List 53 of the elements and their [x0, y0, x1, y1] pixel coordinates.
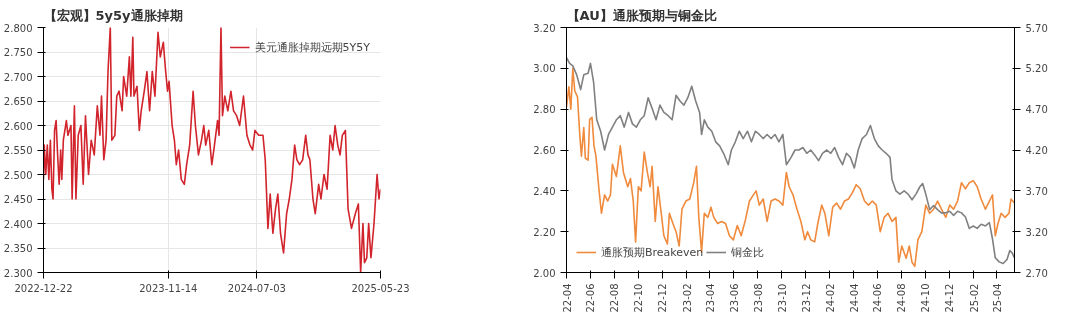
y-tick-label: 2.800 — [3, 22, 33, 34]
x-tick-label: 22-04 — [561, 283, 573, 313]
x-tick-label: 2022-12-22 — [14, 282, 73, 294]
x-tick-label: 23-02 — [681, 283, 693, 313]
y-tick-label: 2.550 — [3, 145, 33, 156]
x-tick-label: 22-06 — [585, 283, 597, 313]
y-tick-label: 2.350 — [3, 243, 33, 254]
x-tick-label: 2025-05-23 — [351, 282, 410, 294]
x-tick-label: 22-12 — [657, 283, 669, 313]
y2-tick-label: 5.70 — [1025, 22, 1048, 34]
y2-tick-label: 5.20 — [1025, 63, 1048, 75]
x-tick-label: 23-12 — [800, 283, 812, 313]
x-tick-label: 24-08 — [896, 283, 908, 313]
y-tick-label: 2.700 — [3, 71, 33, 83]
x-tick-label: 23-04 — [704, 283, 716, 313]
chart-title: 【宏观】5y5y通胀掉期 — [43, 7, 183, 23]
x-tick-label: 24-12 — [944, 283, 956, 313]
x-tick-label: 23-10 — [776, 283, 788, 313]
y-tick-label: 2.500 — [3, 169, 33, 181]
x-tick-label: 24-02 — [824, 283, 836, 313]
y-tick-label: 2.300 — [3, 267, 33, 279]
y-tick-label: 2.750 — [3, 47, 33, 58]
x-tick-label: 24-06 — [872, 283, 884, 313]
x-tick-label: 22-10 — [633, 283, 645, 313]
legend-label: 美元通胀掉期远期5Y5Y — [254, 39, 370, 55]
x-tick-label: 25-04 — [991, 283, 1003, 313]
x-tick-label: 25-02 — [968, 283, 980, 313]
y2-tick-label: 4.20 — [1025, 145, 1048, 156]
y-tick-label: 3.00 — [533, 63, 556, 75]
y-tick-label: 3.20 — [533, 22, 556, 34]
x-tick-label: 24-10 — [920, 283, 932, 313]
y-tick-label: 2.20 — [533, 226, 556, 238]
x-tick-label: 2024-07-03 — [227, 282, 286, 294]
y-tick-label: 2.450 — [3, 194, 33, 205]
x-tick-label: 23-06 — [728, 283, 740, 313]
y-tick-label: 2.00 — [533, 267, 556, 279]
y-tick-label: 2.80 — [533, 104, 556, 116]
x-tick-label: 24-04 — [848, 283, 860, 313]
y-tick-label: 2.60 — [533, 145, 556, 156]
legend-label: 铜金比 — [731, 244, 765, 260]
y-tick-label: 2.650 — [3, 96, 33, 107]
x-tick-label: 23-08 — [752, 283, 764, 313]
y-tick-label: 2.40 — [533, 185, 556, 197]
y2-tick-label: 4.70 — [1025, 104, 1048, 116]
y2-tick-label: 2.70 — [1025, 267, 1048, 279]
chart-title: 【AU】通胀预期与铜金比 — [566, 7, 717, 23]
y2-tick-label: 3.70 — [1025, 185, 1048, 197]
y-tick-label: 2.600 — [3, 120, 33, 132]
legend-label: 通胀预期Breakeven — [601, 244, 704, 260]
y-tick-label: 2.400 — [3, 218, 33, 230]
x-tick-label: 2023-11-14 — [139, 282, 198, 294]
y2-tick-label: 3.20 — [1025, 226, 1048, 238]
x-tick-label: 22-08 — [609, 283, 621, 313]
